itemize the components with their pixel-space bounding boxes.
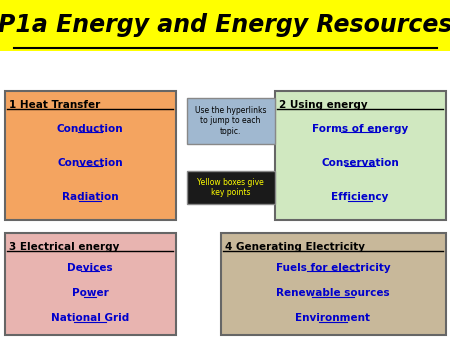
Text: Yellow boxes give
key points: Yellow boxes give key points (197, 178, 264, 197)
Text: 2 Using energy: 2 Using energy (279, 100, 368, 110)
Text: Efficiency: Efficiency (331, 192, 389, 202)
Text: Fuels for electricity: Fuels for electricity (276, 263, 390, 273)
FancyBboxPatch shape (4, 233, 176, 335)
Text: Convection: Convection (57, 158, 123, 168)
FancyBboxPatch shape (274, 91, 446, 220)
Text: Power: Power (72, 288, 108, 298)
Text: P1a Energy and Energy Resources: P1a Energy and Energy Resources (0, 13, 450, 38)
Text: Conservation: Conservation (321, 158, 399, 168)
Text: 4 Generating Electricity: 4 Generating Electricity (225, 242, 365, 252)
Text: Environment: Environment (296, 314, 370, 323)
FancyBboxPatch shape (0, 0, 450, 51)
Text: Conduction: Conduction (57, 124, 123, 134)
Text: Renewable sources: Renewable sources (276, 288, 390, 298)
Text: 1 Heat Transfer: 1 Heat Transfer (9, 100, 100, 110)
Text: Radiation: Radiation (62, 192, 118, 202)
Text: Forms of energy: Forms of energy (312, 124, 408, 134)
Text: 3 Electrical energy: 3 Electrical energy (9, 242, 119, 252)
Text: Devices: Devices (67, 263, 113, 273)
FancyBboxPatch shape (187, 98, 274, 144)
FancyBboxPatch shape (4, 91, 176, 220)
Text: Use the hyperlinks
to jump to each
topic.: Use the hyperlinks to jump to each topic… (195, 106, 266, 136)
FancyBboxPatch shape (187, 171, 274, 204)
Text: National Grid: National Grid (51, 314, 129, 323)
FancyBboxPatch shape (220, 233, 446, 335)
